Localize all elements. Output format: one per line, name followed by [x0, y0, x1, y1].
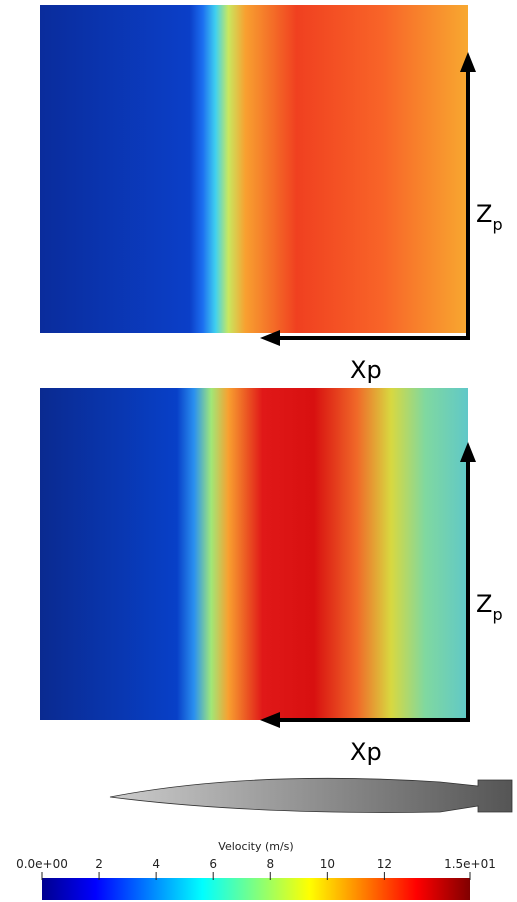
x-axis-label: Xp [350, 738, 382, 766]
colorbar-tick-label: 4 [152, 857, 160, 871]
figure: Zp Xp Zp Xp Velocity (m/s) 0.0e+00 2 4 6 8 10… [0, 0, 517, 902]
blade [110, 778, 512, 812]
colorbar-tick-label: 6 [209, 857, 217, 871]
colorbar-tick-label: 1.5e+01 [444, 857, 496, 871]
velocity-field [40, 388, 468, 720]
z-label: Z [476, 590, 492, 618]
colorbar-tick-label: 8 [266, 857, 274, 871]
z-axis-label: Zp [476, 590, 503, 624]
colorbar-title: Velocity (m/s) [218, 840, 293, 853]
x-axis-label: Xp [350, 356, 382, 384]
z-label: Z [476, 200, 492, 228]
colorbar-tick-label: 12 [377, 857, 392, 871]
velocity-field [40, 5, 468, 333]
colorbar-tick-label: 2 [95, 857, 103, 871]
z-sub: p [492, 605, 502, 624]
page: Zp Xp Zp Xp Velocity (m/s) 0.0e+00 2 4 6 8 10… [0, 0, 517, 902]
colorbar-tick-label: 10 [320, 857, 335, 871]
colorbar-tick-label: 0.0e+00 [16, 857, 68, 871]
colorbar [42, 878, 470, 900]
z-sub: p [492, 215, 502, 234]
z-axis-label: Zp [476, 200, 503, 234]
